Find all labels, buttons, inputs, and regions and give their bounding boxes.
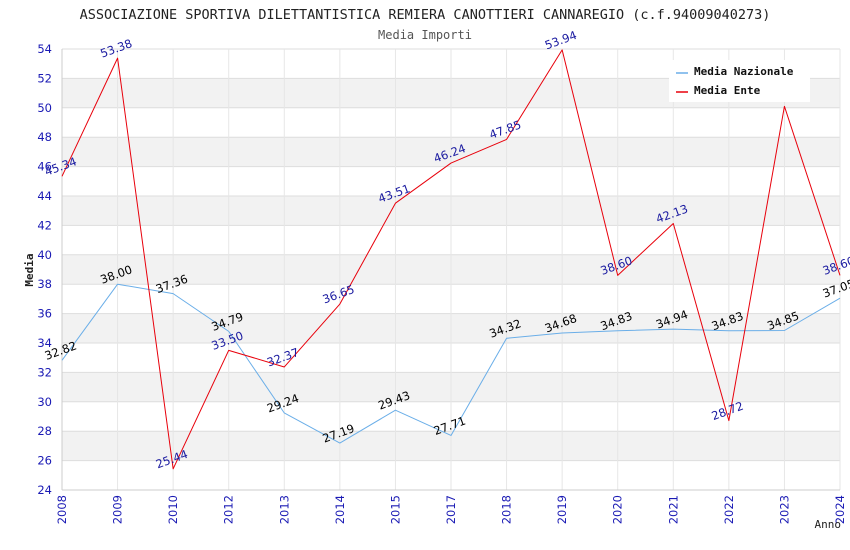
series-line-media-nazionale — [61, 283, 841, 444]
data-label: 28.72 — [710, 399, 746, 423]
y-tick-label: 48 — [37, 130, 52, 144]
series-lines — [61, 49, 841, 470]
y-tick-label: 26 — [37, 454, 52, 468]
x-tick-label: 2023 — [777, 495, 791, 524]
x-tick-label: 2022 — [722, 495, 736, 524]
y-tick-label: 28 — [37, 424, 52, 438]
y-tick-label: 42 — [37, 218, 52, 232]
y-tick-label: 36 — [37, 307, 52, 321]
x-tick-label: 2019 — [555, 495, 569, 524]
x-tick-label: 2024 — [833, 495, 847, 524]
x-tick-label: 2010 — [166, 495, 180, 524]
x-tick-label: 2021 — [666, 495, 680, 524]
y-tick-label: 40 — [37, 248, 52, 262]
legend-label-media-ente: Media Ente — [694, 84, 761, 97]
y-tick-label: 52 — [37, 71, 52, 85]
x-tick-label: 2008 — [55, 495, 69, 524]
y-tick-label: 24 — [37, 483, 52, 497]
data-label: 36.65 — [321, 282, 357, 306]
y-tick-label: 44 — [37, 189, 52, 203]
series-line-media-ente — [61, 49, 841, 470]
x-tick-label: 2014 — [333, 495, 347, 524]
y-tick-label: 30 — [37, 395, 52, 409]
x-tick-label: 2017 — [444, 495, 458, 524]
y-tick-label: 46 — [37, 160, 52, 174]
legend-box — [669, 60, 810, 102]
x-tick-label: 2018 — [500, 495, 514, 524]
x-tick-label: 2013 — [277, 495, 291, 524]
y-tick-label: 50 — [37, 101, 52, 115]
legend: Media Nazionale Media Ente — [669, 60, 810, 102]
x-tick-label: 2012 — [222, 495, 236, 524]
x-tick-label: 2020 — [611, 495, 625, 524]
data-label: 32.37 — [265, 345, 301, 369]
x-tick-label: 2009 — [111, 495, 125, 524]
chart-subtitle: Media Importi — [378, 28, 472, 42]
y-tick-label: 34 — [37, 336, 52, 350]
chart-title: ASSOCIAZIONE SPORTIVA DILETTANTISTICA RE… — [80, 7, 771, 23]
y-tick-label: 38 — [37, 277, 52, 291]
x-tick-label: 2015 — [388, 495, 402, 524]
x-axis-label: Anno — [815, 518, 842, 531]
y-tick-label: 32 — [37, 365, 52, 379]
y-tick-labels: 24 26 28 30 32 34 36 38 40 42 44 46 48 50 52 54 — [37, 42, 52, 497]
data-label: 45.34 — [43, 154, 79, 178]
y-axis-label: Media — [23, 253, 36, 286]
y-tick-label: 54 — [37, 42, 52, 56]
x-tick-labels: 2008 2009 2010 2012 2013 2014 2015 2017 2018 2019… — [55, 495, 847, 524]
data-label: 53.38 — [98, 36, 134, 60]
legend-label-media-nazionale: Media Nazionale — [694, 65, 794, 78]
